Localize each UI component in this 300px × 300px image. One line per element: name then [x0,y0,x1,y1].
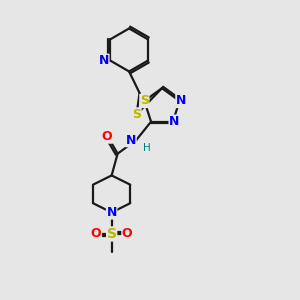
Text: N: N [169,115,179,128]
Text: S: S [140,94,149,107]
Text: O: O [122,227,133,241]
Text: S: S [132,108,141,121]
Text: H: H [143,143,151,153]
Text: O: O [102,130,112,143]
Text: S: S [106,227,117,241]
Text: N: N [126,134,136,147]
Text: O: O [91,227,101,241]
Text: N: N [99,54,109,67]
Text: N: N [106,206,117,219]
Text: N: N [176,94,186,107]
